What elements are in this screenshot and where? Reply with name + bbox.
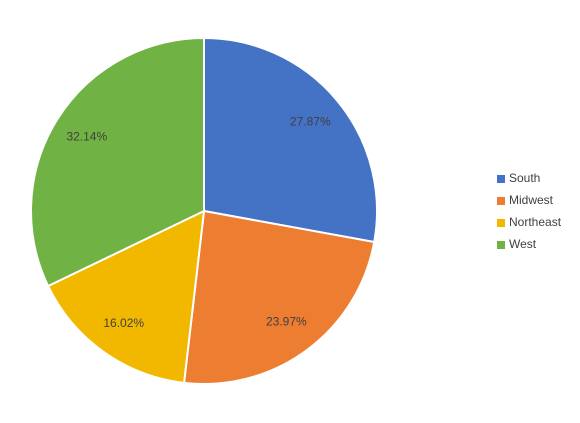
data-label: 27.87% [290,115,331,129]
data-label: 16.02% [103,316,144,330]
legend-label: Midwest [509,193,554,207]
legend-label: West [509,237,537,251]
pie-slice [203,36,378,244]
legend-swatch [497,175,505,183]
pie-slice [30,36,205,288]
data-label: 32.14% [66,130,107,144]
legend-swatch [497,197,505,205]
legend-swatch [497,241,505,249]
legend-label: South [509,171,540,185]
data-label: 23.97% [266,314,307,328]
legend-swatch [497,219,505,227]
pie-slice [182,209,376,385]
pie-slice [46,209,206,384]
legend-label: Northeast [509,215,562,229]
